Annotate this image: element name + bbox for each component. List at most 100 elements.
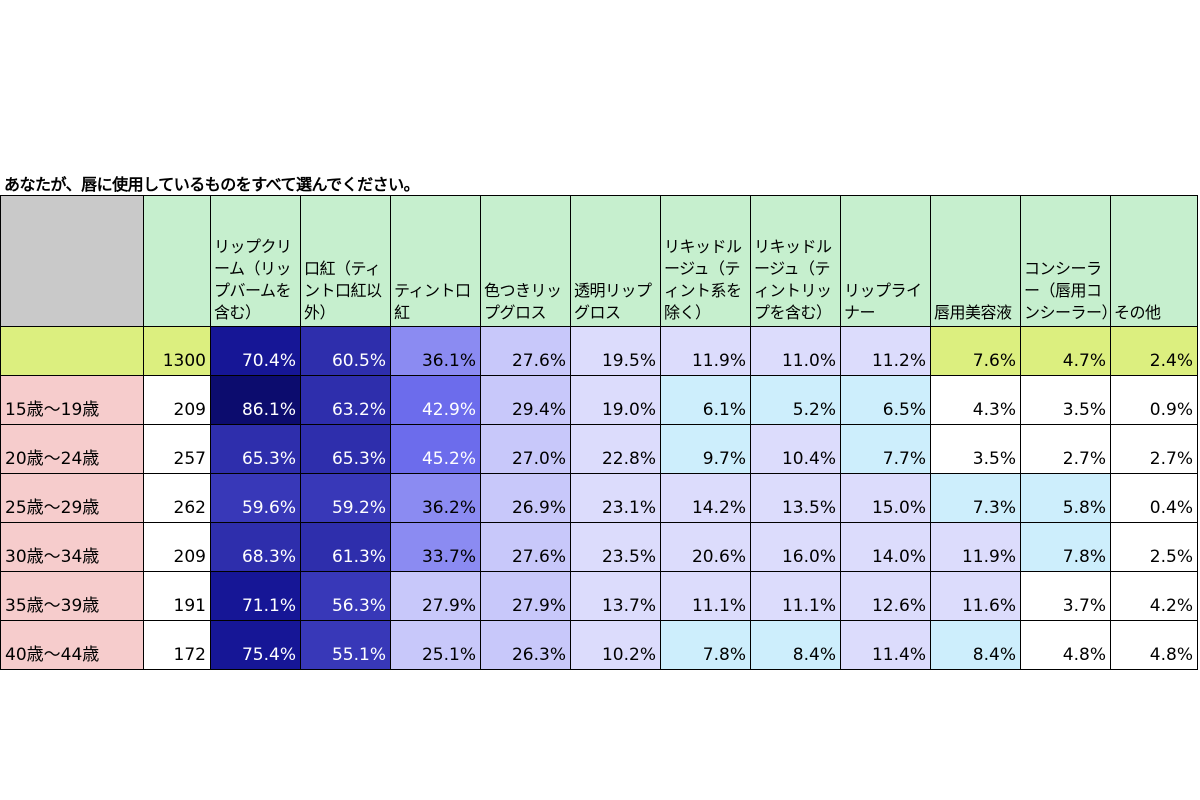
value-cell: 2.5% (1110, 522, 1198, 572)
row-label: 15歳～19歳 (0, 375, 144, 425)
value-cell: 3.5% (930, 424, 1021, 474)
value-cell: 19.0% (570, 375, 661, 425)
value-cell: 5.8% (1020, 473, 1111, 523)
value-cell: 0.9% (1110, 375, 1198, 425)
row-count: 257 (143, 424, 211, 474)
row-label: 40歳～44歳 (0, 620, 144, 670)
value-cell: 45.2% (390, 424, 481, 474)
value-cell: 7.8% (1020, 522, 1111, 572)
column-header-text: ティント口紅 (394, 281, 471, 322)
column-header-text: 口紅（ティント口紅以外） (304, 259, 382, 322)
value-cell: 10.2% (570, 620, 661, 670)
value-cell: 4.3% (930, 375, 1021, 425)
value-cell: 70.4% (210, 326, 301, 376)
header-row: リップクリーム（リップバームを含む） 口紅（ティント口紅以外） ティント口紅 色つきリ… (0, 195, 1198, 327)
value-cell: 16.0% (750, 522, 841, 572)
value-cell: 20.6% (660, 522, 751, 572)
value-cell: 23.1% (570, 473, 661, 523)
value-cell: 59.2% (300, 473, 391, 523)
value-cell: 27.6% (480, 522, 571, 572)
value-cell: 3.5% (1020, 375, 1111, 425)
column-header: リップクリーム（リップバームを含む） (210, 195, 301, 327)
value-cell: 11.9% (930, 522, 1021, 572)
row-label: 20歳～24歳 (0, 424, 144, 474)
column-header-text: コンシーラー（唇用コンシーラー） (1024, 259, 1111, 322)
value-cell: 36.2% (390, 473, 481, 523)
value-cell: 56.3% (300, 571, 391, 621)
value-cell: 10.4% (750, 424, 841, 474)
value-cell: 61.3% (300, 522, 391, 572)
value-cell: 29.4% (480, 375, 571, 425)
value-cell: 42.9% (390, 375, 481, 425)
column-header: 唇用美容液 (930, 195, 1021, 327)
column-header-text: リキッドルージュ（ティントリップを含む） (754, 237, 832, 322)
value-cell: 22.8% (570, 424, 661, 474)
row-count: 209 (143, 375, 211, 425)
data-table: リップクリーム（リップバームを含む） 口紅（ティント口紅以外） ティント口紅 色つきリ… (0, 195, 1198, 670)
column-header: リップライナー (840, 195, 931, 327)
value-cell: 27.9% (480, 571, 571, 621)
value-cell: 14.2% (660, 473, 751, 523)
value-cell: 7.8% (660, 620, 751, 670)
value-cell: 75.4% (210, 620, 301, 670)
value-cell: 65.3% (300, 424, 391, 474)
value-cell: 71.1% (210, 571, 301, 621)
header-count-cell (143, 195, 211, 327)
table-row: 15歳～19歳 209 86.1% 63.2% 42.9% 29.4% 19.0% 6.1% 5… (0, 375, 1198, 425)
table-row: 35歳～39歳 191 71.1% 56.3% 27.9% 27.9% 13.7% 11.1%… (0, 571, 1198, 621)
value-cell: 11.4% (840, 620, 931, 670)
value-cell: 26.3% (480, 620, 571, 670)
total-row: 1300 70.4% 60.5% 36.1% 27.6% 19.5% 11.9% 11.0% 1… (0, 326, 1198, 376)
value-cell: 7.6% (930, 326, 1021, 376)
column-header-text: 色つきリップグロス (484, 281, 562, 322)
column-header-text: その他 (1114, 303, 1161, 322)
value-cell: 12.6% (840, 571, 931, 621)
value-cell: 15.0% (840, 473, 931, 523)
value-cell: 2.7% (1020, 424, 1111, 474)
value-cell: 4.2% (1110, 571, 1198, 621)
value-cell: 2.4% (1110, 326, 1198, 376)
value-cell: 27.0% (480, 424, 571, 474)
value-cell: 55.1% (300, 620, 391, 670)
column-header-text: リキッドルージュ（ティント系を除く） (664, 237, 742, 322)
value-cell: 26.9% (480, 473, 571, 523)
value-cell: 11.6% (930, 571, 1021, 621)
value-cell: 19.5% (570, 326, 661, 376)
table-row: 25歳～29歳 262 59.6% 59.2% 36.2% 26.9% 23.1% 14.2%… (0, 473, 1198, 523)
table-row: 40歳～44歳 172 75.4% 55.1% 25.1% 26.3% 10.2% 7.8% 8… (0, 620, 1198, 670)
value-cell: 36.1% (390, 326, 481, 376)
value-cell: 14.0% (840, 522, 931, 572)
column-header: リキッドルージュ（ティント系を除く） (660, 195, 751, 327)
value-cell: 8.4% (930, 620, 1021, 670)
column-header: リキッドルージュ（ティントリップを含む） (750, 195, 841, 327)
value-cell: 11.9% (660, 326, 751, 376)
column-header-text: リップクリーム（リップバームを含む） (214, 237, 292, 322)
page-title: あなたが、唇に使用しているものをすべて選んでください。 (4, 175, 420, 194)
value-cell: 7.3% (930, 473, 1021, 523)
row-label: 30歳～34歳 (0, 522, 144, 572)
column-header-text: リップライナー (844, 281, 922, 322)
value-cell: 23.5% (570, 522, 661, 572)
table-row: 30歳～34歳 209 68.3% 61.3% 33.7% 27.6% 23.5% 20.6%… (0, 522, 1198, 572)
value-cell: 25.1% (390, 620, 481, 670)
value-cell: 11.1% (750, 571, 841, 621)
row-count: 1300 (143, 326, 211, 376)
row-label: 25歳～29歳 (0, 473, 144, 523)
value-cell: 2.7% (1110, 424, 1198, 474)
header-blank-cell (0, 195, 144, 327)
value-cell: 11.1% (660, 571, 751, 621)
column-header: コンシーラー（唇用コンシーラー） (1020, 195, 1111, 327)
row-label: 35歳～39歳 (0, 571, 144, 621)
column-header: その他 (1110, 195, 1198, 327)
column-header: ティント口紅 (390, 195, 481, 327)
value-cell: 60.5% (300, 326, 391, 376)
column-header-text: 透明リップグロス (574, 281, 652, 322)
value-cell: 27.6% (480, 326, 571, 376)
table-row: 20歳～24歳 257 65.3% 65.3% 45.2% 27.0% 22.8% 9.7% 1… (0, 424, 1198, 474)
column-header: 色つきリップグロス (480, 195, 571, 327)
value-cell: 11.0% (750, 326, 841, 376)
row-count: 209 (143, 522, 211, 572)
value-cell: 0.4% (1110, 473, 1198, 523)
row-count: 172 (143, 620, 211, 670)
value-cell: 4.8% (1110, 620, 1198, 670)
